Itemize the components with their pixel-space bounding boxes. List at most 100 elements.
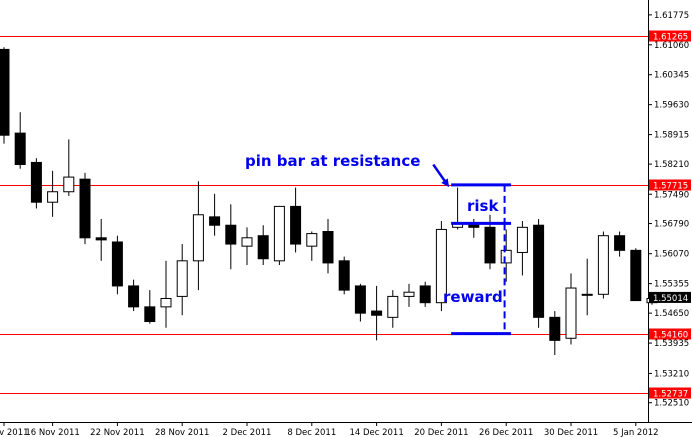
candle <box>516 221 528 276</box>
candle <box>0 47 10 144</box>
candle-body-bearish <box>419 285 431 304</box>
candle <box>549 311 561 356</box>
candle <box>209 193 221 236</box>
x-tick-label: 20 Dec 2011 <box>414 428 468 437</box>
candle <box>500 229 512 282</box>
candle <box>371 285 383 341</box>
y-tick-label: 1.54650 <box>654 309 689 319</box>
level-price-label: 1.61265 <box>653 33 688 43</box>
candle <box>419 281 431 307</box>
candle-body-bearish <box>338 260 350 291</box>
candle <box>533 218 545 328</box>
candle-body-bearish <box>354 285 366 314</box>
candle-body-bearish <box>225 224 237 245</box>
candle-body-bearish <box>290 205 302 245</box>
price-axis: 1.61775 1.61060 1.60345 1.59630 1.58915 1.582… <box>648 11 691 409</box>
candle <box>176 244 188 316</box>
y-tick-label: 1.55355 <box>654 280 689 290</box>
candle <box>273 205 285 266</box>
y-tick-label: 1.59630 <box>654 101 689 111</box>
candle-body-bullish <box>516 226 528 253</box>
candle <box>614 231 626 257</box>
candle-body-bullish <box>241 237 253 247</box>
x-tick-label: 16 Nov 2011 <box>25 428 79 437</box>
candle-body-bullish <box>387 295 399 318</box>
candle-body-bearish <box>257 235 269 260</box>
y-tick-label: 1.61060 <box>654 41 689 51</box>
candle-body-bearish <box>79 178 91 239</box>
level-price-tag <box>649 30 691 42</box>
candle-body-bullish <box>565 287 577 339</box>
candle-body-bullish <box>192 214 204 262</box>
candle <box>144 290 156 324</box>
candle-body-bearish <box>0 48 10 136</box>
x-tick-label: 5 Jan 2012 <box>613 428 659 437</box>
candle-body-bearish <box>614 235 626 251</box>
candle-body-bearish <box>144 306 156 323</box>
annotation-text: pin bar at resistance <box>245 152 420 170</box>
y-tick-label: 1.57490 <box>654 190 689 200</box>
candle-body-bearish <box>209 216 221 226</box>
y-tick-label: 1.56070 <box>654 250 689 260</box>
candle <box>581 258 593 316</box>
candle-body-bullish <box>500 249 512 264</box>
level-price-tag <box>649 328 691 340</box>
y-tick-label: 1.60345 <box>654 71 689 81</box>
x-tick-label: 26 Dec 2011 <box>479 428 533 437</box>
candle-body-bearish <box>95 237 107 241</box>
x-tick-label: 9 Nov 2011 <box>0 428 29 437</box>
candle-body-bearish <box>30 161 42 203</box>
candle <box>597 231 609 299</box>
y-tick-label: 1.58210 <box>654 160 689 170</box>
candle <box>290 187 302 253</box>
candle-body-bullish <box>581 293 593 296</box>
candle <box>403 283 415 307</box>
candle-body-bearish <box>549 316 561 341</box>
resistance-support-levels: 1.61265 1.57715 1.54160 1.52737 <box>0 30 691 400</box>
candle-body-bearish <box>322 231 334 264</box>
annotation-arrow <box>432 163 450 188</box>
candle-body-bearish <box>14 132 26 166</box>
candle-body-bullish <box>403 291 415 297</box>
candle-body-bullish <box>63 176 75 193</box>
candle-body-bearish <box>371 310 383 316</box>
x-tick-label: 30 Dec 2011 <box>544 428 598 437</box>
candle-body-bullish <box>306 233 318 247</box>
candle-body-bullish <box>160 297 172 308</box>
candle <box>160 260 172 328</box>
x-tick-label: 28 Nov 2011 <box>155 428 209 437</box>
candle-body-bearish <box>533 224 545 318</box>
candle <box>47 170 59 217</box>
annotation-text: reward <box>443 288 503 306</box>
candle <box>630 248 642 302</box>
candle-body-bearish <box>484 226 496 264</box>
candle <box>63 139 75 196</box>
level-price-tag <box>649 179 691 191</box>
candle <box>111 235 123 295</box>
candle <box>435 221 447 312</box>
y-tick-label: 1.61775 <box>654 11 689 21</box>
candle-body-bearish <box>630 249 642 302</box>
candle <box>322 218 334 274</box>
candle-body-bullish <box>47 191 59 203</box>
x-tick-label: 14 Dec 2011 <box>349 428 403 437</box>
candle <box>14 112 26 169</box>
candle-body-bullish <box>435 228 447 304</box>
current-price-tag <box>649 291 691 303</box>
candle-body-bearish <box>111 241 123 287</box>
candle <box>128 279 140 312</box>
annotation-text: risk <box>467 197 499 215</box>
candle <box>192 181 204 291</box>
y-tick-label: 1.53935 <box>654 339 689 349</box>
trade-annotations: pin bar at resistance risk reward <box>245 152 512 336</box>
current-price-label: 1.55014 <box>653 294 688 304</box>
candle-body-bearish <box>128 285 140 308</box>
x-tick-label: 2 Dec 2011 <box>223 428 272 437</box>
candle <box>387 290 399 328</box>
level-price-tag <box>649 387 691 399</box>
candle <box>306 231 318 261</box>
x-tick-label: 8 Dec 2011 <box>287 428 336 437</box>
